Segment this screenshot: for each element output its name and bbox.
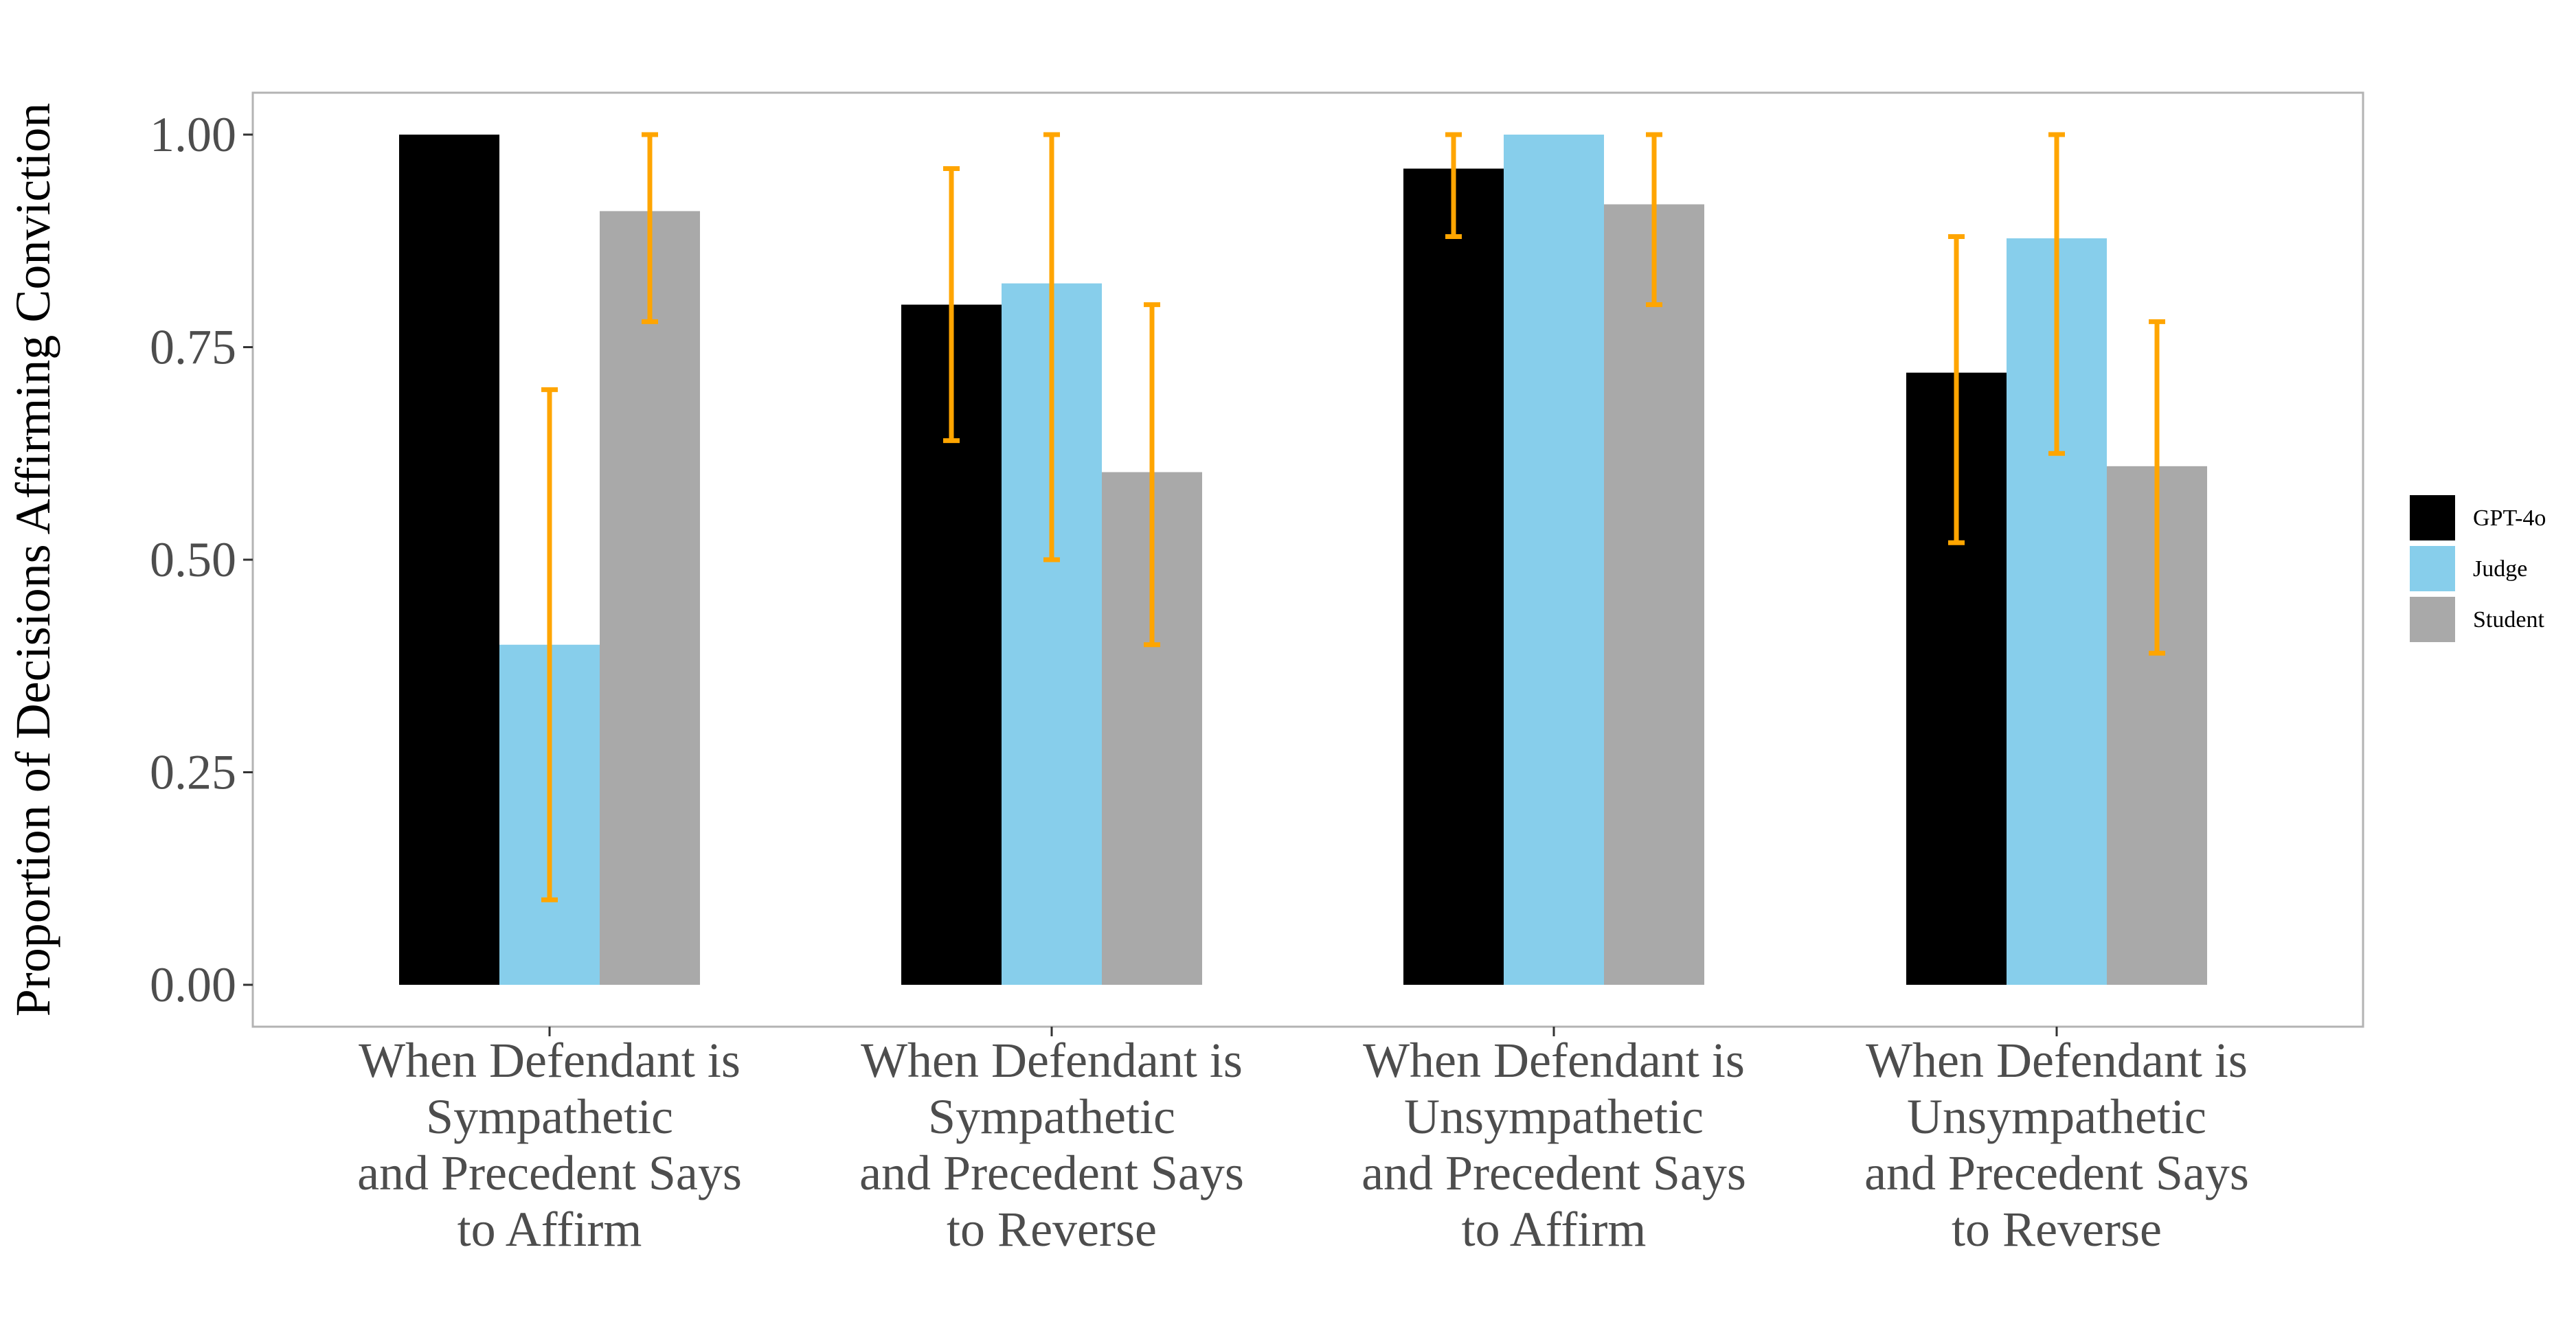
error-bar-student-1 xyxy=(642,132,658,324)
x-tick-label-line: to Affirm xyxy=(457,1202,642,1257)
legend-item-judge: Judge xyxy=(2410,546,2527,591)
error-bar-judge-4 xyxy=(2048,132,2065,456)
x-tick-label-1: When Defendant is Sympathetic and Preceden… xyxy=(357,1033,742,1257)
bar-gpt-4o-1 xyxy=(399,135,499,985)
legend: GPT-4o Judge Student xyxy=(2410,495,2546,642)
x-tick-label-line: to Affirm xyxy=(1462,1202,1647,1257)
y-tick-label: 1.00 xyxy=(150,107,236,162)
legend-label: Judge xyxy=(2473,556,2527,582)
legend-key xyxy=(2410,597,2455,642)
y-tick-label: 0.75 xyxy=(150,320,236,375)
error-bar-gpt-4o-3 xyxy=(1445,132,1462,240)
x-axis: When Defendant is Sympathetic and Preceden… xyxy=(357,1027,2249,1257)
x-tick-label-line: and Precedent Says xyxy=(1864,1146,2249,1200)
y-axis-label: Proportion of Decisions Affirming Convic… xyxy=(5,103,60,1017)
error-bar-judge-2 xyxy=(1043,132,1060,562)
bar-judge-3 xyxy=(1504,135,1604,985)
x-tick-label-line: Unsympathetic xyxy=(1404,1089,1704,1144)
error-bar-student-3 xyxy=(1646,132,1662,308)
x-tick-label-4: When Defendant is Unsympathetic and Preced… xyxy=(1864,1033,2249,1257)
y-tick-label: 0.50 xyxy=(150,532,236,587)
x-tick-label-line: When Defendant is xyxy=(861,1033,1243,1088)
x-tick-label-line: and Precedent Says xyxy=(1362,1146,1746,1200)
error-bar-gpt-4o-4 xyxy=(1948,234,1965,545)
x-tick-label-line: Sympathetic xyxy=(426,1089,673,1144)
x-tick-label-line: Sympathetic xyxy=(928,1089,1175,1144)
bar-student-1 xyxy=(600,211,700,985)
x-tick-label-line: to Reverse xyxy=(947,1202,1157,1257)
y-tick-label: 0.25 xyxy=(150,745,236,800)
legend-key xyxy=(2410,546,2455,591)
legend-label: GPT-4o xyxy=(2473,505,2546,531)
legend-label: Student xyxy=(2473,607,2544,632)
error-bar-judge-1 xyxy=(541,387,558,902)
x-tick-label-line: and Precedent Says xyxy=(357,1146,742,1200)
error-bars xyxy=(541,132,2165,902)
legend-item-gpt-4o: GPT-4o xyxy=(2410,495,2546,540)
y-axis: 0.00 0.25 0.50 0.75 1.00 xyxy=(150,107,253,1012)
legend-key xyxy=(2410,495,2455,540)
x-tick-label-3: When Defendant is Unsympathetic and Preced… xyxy=(1362,1033,1746,1257)
x-tick-label-line: When Defendant is xyxy=(359,1033,741,1088)
error-bar-student-2 xyxy=(1144,302,1160,648)
x-tick-label-line: Unsympathetic xyxy=(1907,1089,2206,1144)
x-tick-label-line: and Precedent Says xyxy=(859,1146,1244,1200)
bar-gpt-4o-3 xyxy=(1403,168,1504,985)
x-tick-label-line: When Defendant is xyxy=(1866,1033,2248,1088)
x-tick-label-line: When Defendant is xyxy=(1363,1033,1745,1088)
legend-item-student: Student xyxy=(2410,597,2544,642)
error-bar-student-4 xyxy=(2149,319,2165,656)
error-bar-gpt-4o-2 xyxy=(943,166,960,444)
x-tick-label-2: When Defendant is Sympathetic and Preceden… xyxy=(859,1033,1244,1257)
y-tick-label: 0.00 xyxy=(150,957,236,1012)
x-tick-label-line: to Reverse xyxy=(1952,1202,2162,1257)
bar-student-3 xyxy=(1604,204,1704,985)
